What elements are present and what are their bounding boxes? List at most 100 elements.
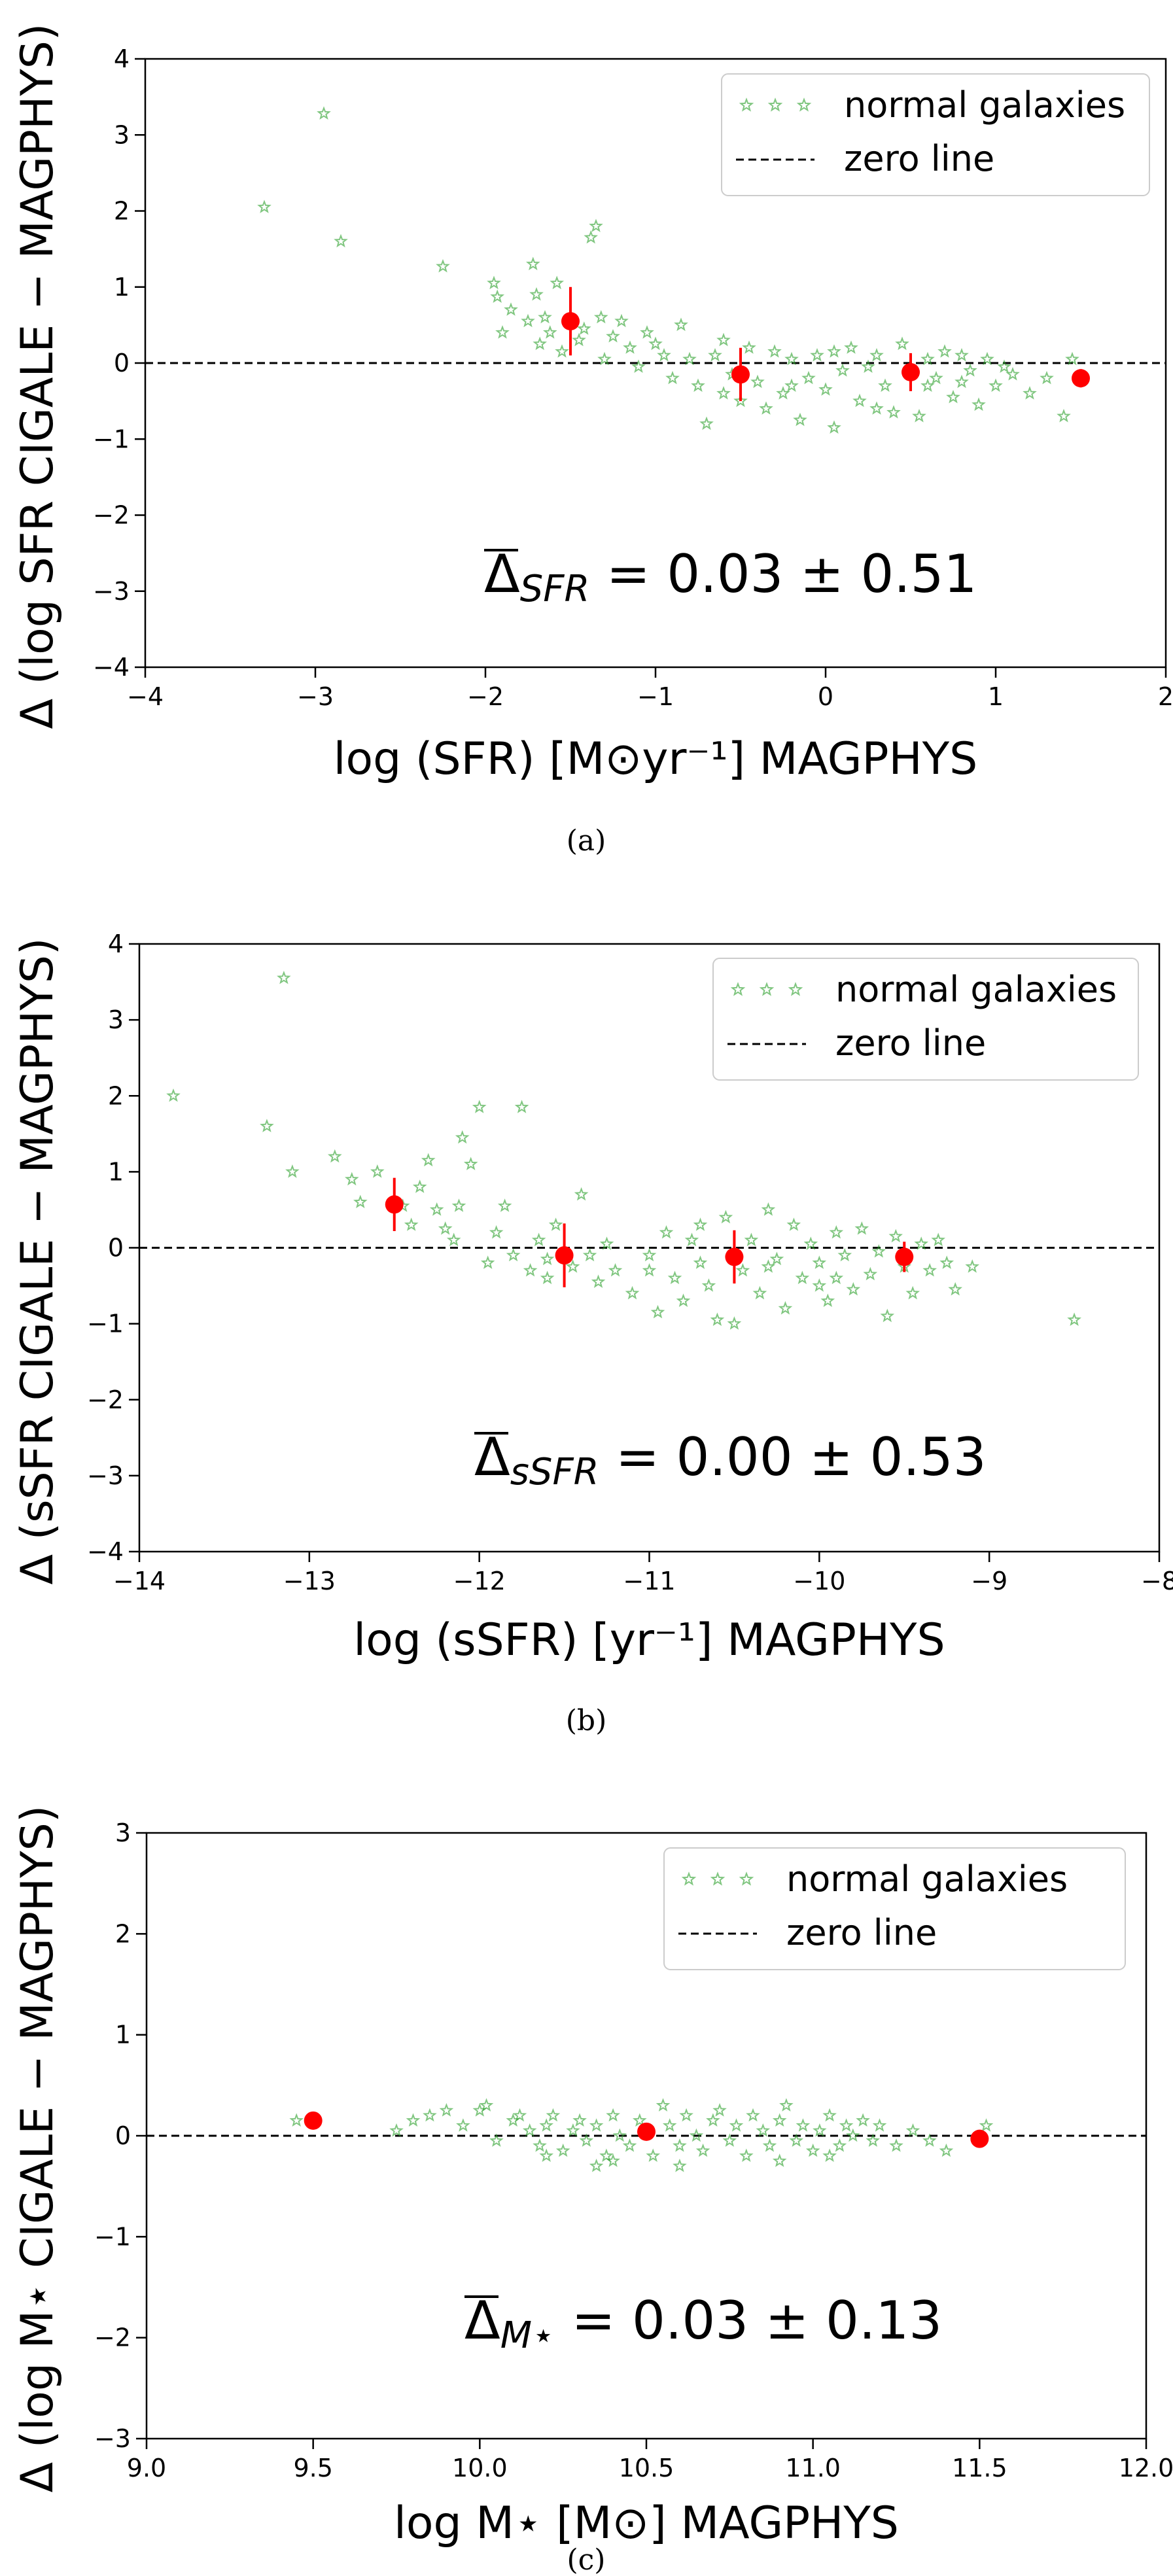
scatter-point-star — [489, 2133, 504, 2147]
scatter-point-star — [667, 1270, 682, 1285]
median-point — [385, 1195, 404, 1214]
scatter-point-star — [931, 1232, 946, 1247]
scatter-point-star — [438, 1221, 453, 1235]
scatter-point-star — [285, 1164, 300, 1178]
scatter-point-star — [404, 1217, 419, 1231]
scatter-point-star — [810, 348, 824, 362]
annotation-subscript: M⋆ — [500, 2314, 555, 2357]
scatter-point-star — [576, 321, 591, 335]
scatter-point-star — [612, 2128, 627, 2142]
scatter-point-star — [463, 1157, 478, 1170]
x-tick-label: 11.0 — [785, 2454, 841, 2482]
scatter-point-star — [662, 2118, 677, 2132]
annotation-subscript: SFR — [520, 568, 590, 610]
scatter-point-star — [839, 2118, 854, 2132]
scatter-point-star — [784, 378, 799, 392]
scatter-point-star — [827, 420, 841, 434]
scatter-point-star — [439, 2103, 454, 2117]
scatter-point-star — [752, 1285, 767, 1300]
median-point — [902, 362, 920, 381]
scatter-point-star — [871, 1244, 886, 1258]
scatter-point-star — [699, 416, 714, 430]
scatter-point-star — [665, 370, 680, 385]
scatter-point-star — [682, 351, 697, 366]
scatter-point-star — [456, 2118, 470, 2132]
panel-caption: (a) — [567, 824, 606, 858]
scatter-point-star — [844, 340, 858, 354]
scatter-point-star — [689, 2128, 704, 2142]
legend-box — [663, 1847, 1126, 1970]
x-tick-label: 12.0 — [1119, 2454, 1173, 2482]
scatter-point-star — [584, 230, 599, 244]
scatter-point-star — [277, 970, 291, 984]
scatter-point-star — [608, 1262, 623, 1277]
scatter-point-star — [1006, 367, 1020, 381]
scatter-point-star — [555, 2143, 570, 2157]
scatter-point-star — [529, 287, 544, 301]
scatter-point-star — [546, 2108, 561, 2122]
scatter-point-star — [803, 1236, 818, 1250]
scatter-point-star — [895, 336, 909, 351]
y-tick-label: 1 — [115, 2021, 131, 2049]
scatter-point-star — [965, 1259, 980, 1273]
legend-box — [712, 958, 1139, 1081]
scatter-point-star — [822, 2148, 837, 2163]
scatter-point-star — [589, 2158, 604, 2172]
scatter-point-star — [912, 409, 926, 423]
legend-label-normal-galaxies: normal galaxies — [835, 969, 1117, 1010]
legend: normal galaxies zero line — [712, 958, 1139, 1081]
scatter-point-star — [739, 2148, 754, 2163]
x-tick-label: 10.5 — [619, 2454, 674, 2482]
scatter-point-star — [648, 336, 663, 351]
scatter-point-star — [795, 1270, 810, 1285]
scatter-point-star — [929, 370, 943, 385]
median-point — [1072, 369, 1090, 388]
scatter-point-star — [861, 359, 875, 374]
scatter-point-star — [805, 2143, 820, 2157]
median-point — [895, 1247, 914, 1266]
scatter-point-star — [166, 1088, 181, 1102]
scatter-point-star — [979, 2118, 994, 2132]
scatter-point-star — [622, 2138, 637, 2152]
x-axis-label: log M⋆ [M⊙] MAGPHYS — [394, 2498, 899, 2549]
scatter-point-star — [812, 1255, 827, 1269]
scatter-point-star — [878, 378, 892, 392]
scatter-point-star — [436, 259, 450, 273]
x-tick-label: −12 — [453, 1567, 506, 1595]
scatter-point-star — [756, 2123, 771, 2137]
scatter-point-star — [886, 405, 901, 419]
scatter-point-star — [451, 1198, 466, 1212]
y-tick-label: −4 — [87, 1537, 124, 1566]
scatter-point-star — [538, 309, 552, 324]
scatter-point-star — [550, 275, 565, 290]
legend-star-marker — [739, 97, 754, 112]
scatter-point-star — [389, 2123, 404, 2137]
annotation-value: = 0.03 ± 0.13 — [555, 2290, 942, 2351]
scatter-point-star — [674, 317, 688, 332]
scatter-point-star — [512, 2108, 527, 2122]
scatter-point-star — [582, 1247, 597, 1262]
scatter-point-star — [767, 344, 782, 358]
scatter-point-star — [972, 397, 986, 411]
y-tick-label: 3 — [115, 1819, 131, 1847]
scatter-point-star — [1065, 351, 1079, 366]
scatter-point-star — [455, 1130, 470, 1144]
x-tick-label: −9 — [971, 1567, 1007, 1595]
x-axis-label: log (SFR) [M⊙yr⁻¹] MAGPHYS — [334, 733, 978, 785]
scatter-point-star — [939, 1255, 954, 1269]
scatter-point-star — [591, 1274, 606, 1288]
median-point — [637, 2122, 656, 2141]
y-tick-label: 0 — [115, 2121, 131, 2150]
scatter-point-star — [514, 1100, 529, 1113]
scatter-point-star — [327, 1149, 342, 1163]
x-tick-label: 9.0 — [127, 2454, 166, 2482]
scatter-point-star — [539, 2148, 554, 2163]
scatter-point-star — [852, 393, 867, 408]
x-tick-label: 11.5 — [952, 2454, 1007, 2482]
scatter-point-star — [772, 2153, 787, 2167]
legend-label-zero-line: zero line — [835, 1022, 986, 1064]
y-axis-label: Δ (log SFR CIGALE − MAGPHYS) — [12, 24, 63, 729]
scatter-point-star — [718, 1210, 733, 1224]
scatter-point-star — [317, 106, 331, 120]
scatter-point-star — [712, 2103, 727, 2117]
